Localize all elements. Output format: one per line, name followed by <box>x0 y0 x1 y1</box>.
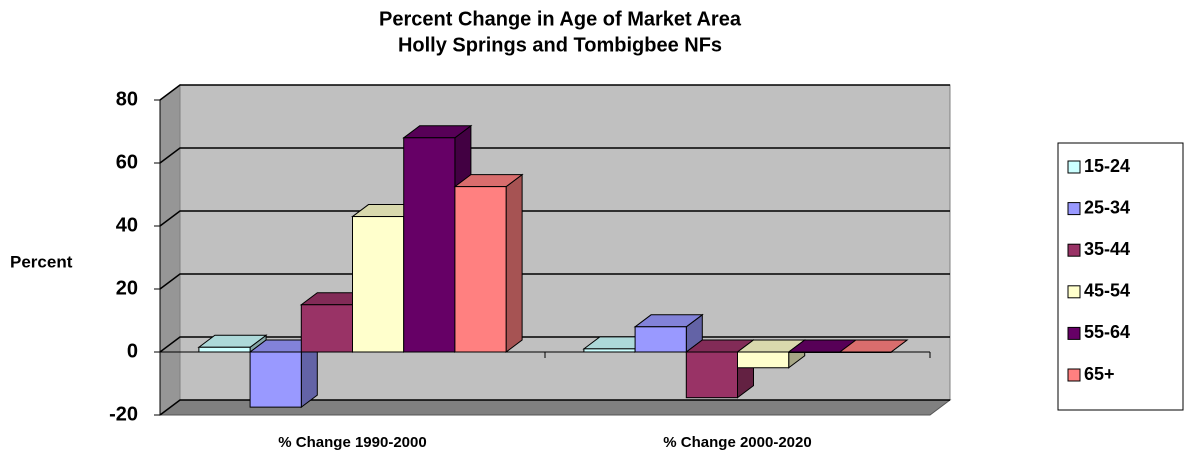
y-tick-label: 60 <box>116 151 138 173</box>
legend-swatch <box>1067 202 1081 216</box>
bar-front <box>583 348 636 353</box>
bar-front <box>634 326 687 353</box>
bar-front <box>198 346 251 353</box>
y-axis-label: Percent <box>10 252 73 271</box>
bar-front <box>352 216 405 353</box>
y-tick-label: 40 <box>116 214 138 236</box>
bar-front <box>737 351 790 369</box>
bar-front <box>685 351 738 399</box>
legend-swatch <box>1067 285 1081 299</box>
bar <box>633 313 704 353</box>
grid-line <box>159 399 950 416</box>
y-tick-label: 0 <box>127 340 138 362</box>
chart-subtitle: Holly Springs and Tombigbee NFs <box>398 34 722 56</box>
legend-label: 35-44 <box>1084 239 1130 259</box>
y-tick-label: -20 <box>109 403 138 425</box>
legend-swatch <box>1067 243 1081 257</box>
legend-swatch <box>1067 368 1081 382</box>
y-tick-label: 80 <box>116 88 138 110</box>
bar-front <box>403 137 456 353</box>
bar-front <box>249 351 302 408</box>
bar-front <box>454 186 507 353</box>
bar-side <box>505 173 523 353</box>
legend-box <box>1057 142 1184 411</box>
grid-line <box>159 147 950 164</box>
bar-front <box>300 304 354 353</box>
x-tick-label: % Change 2000-2020 <box>663 434 811 451</box>
legend-label: 65+ <box>1084 364 1115 384</box>
chart-title: Percent Change in Age of Market Area <box>379 8 742 30</box>
legend-label: 25-34 <box>1084 197 1130 217</box>
grid-line <box>159 84 950 101</box>
legend-label: 45-54 <box>1084 281 1130 301</box>
bar <box>453 173 524 353</box>
legend-label: 55-64 <box>1084 322 1130 342</box>
bar-front <box>788 351 841 353</box>
y-tick-label: 20 <box>116 277 138 299</box>
bar-front <box>839 351 892 353</box>
grid-line <box>159 273 950 290</box>
bar <box>197 334 268 353</box>
x-tick-label: % Change 1990-2000 <box>278 434 426 451</box>
legend-swatch <box>1067 326 1081 340</box>
legend-swatch <box>1067 160 1081 174</box>
grid-line <box>159 210 950 227</box>
bar <box>838 339 909 353</box>
legend-label: 15-24 <box>1084 156 1130 176</box>
bar <box>736 339 807 369</box>
side-wall <box>159 84 181 416</box>
